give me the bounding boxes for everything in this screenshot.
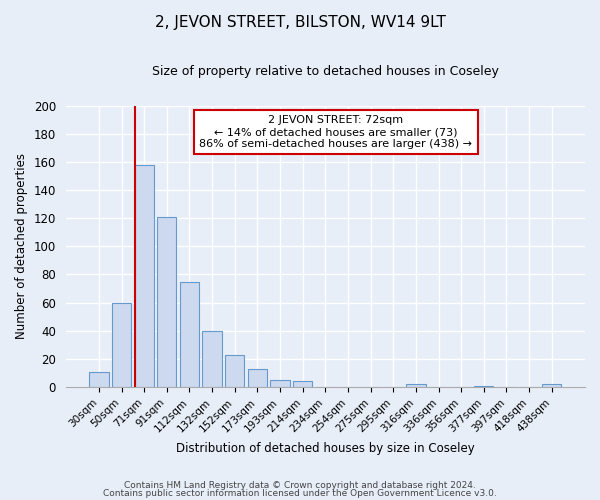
Bar — [542, 384, 562, 387]
Text: Contains HM Land Registry data © Crown copyright and database right 2024.: Contains HM Land Registry data © Crown c… — [124, 481, 476, 490]
Bar — [89, 372, 109, 387]
Bar — [474, 386, 493, 387]
Y-axis label: Number of detached properties: Number of detached properties — [15, 154, 28, 340]
Bar — [271, 380, 290, 387]
Bar — [180, 282, 199, 387]
Title: Size of property relative to detached houses in Coseley: Size of property relative to detached ho… — [152, 65, 499, 78]
Text: Contains public sector information licensed under the Open Government Licence v3: Contains public sector information licen… — [103, 488, 497, 498]
Bar — [112, 302, 131, 387]
X-axis label: Distribution of detached houses by size in Coseley: Distribution of detached houses by size … — [176, 442, 475, 455]
Bar — [202, 331, 222, 387]
Bar — [134, 164, 154, 387]
Bar — [225, 354, 244, 387]
Bar — [248, 369, 267, 387]
Text: 2 JEVON STREET: 72sqm
← 14% of detached houses are smaller (73)
86% of semi-deta: 2 JEVON STREET: 72sqm ← 14% of detached … — [199, 116, 472, 148]
Bar — [406, 384, 425, 387]
Bar — [293, 382, 313, 387]
Text: 2, JEVON STREET, BILSTON, WV14 9LT: 2, JEVON STREET, BILSTON, WV14 9LT — [155, 15, 445, 30]
Bar — [157, 217, 176, 387]
